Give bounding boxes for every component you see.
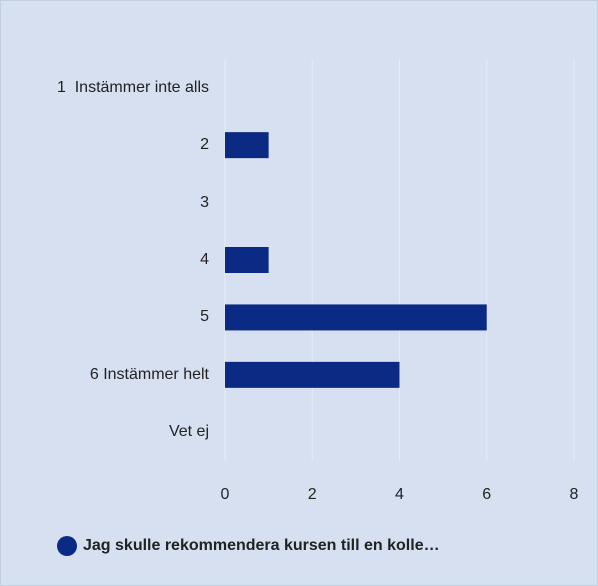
y-tick-label: 2: [200, 136, 209, 154]
bar: [225, 304, 487, 331]
y-tick-label: 6 Instämmer helt: [89, 365, 209, 383]
x-tick-label: 4: [395, 486, 404, 503]
legend-label: Jag skulle rekommendera kursen till en k…: [83, 537, 440, 554]
x-tick-label: 6: [482, 486, 491, 503]
y-tick-label: 3: [200, 193, 209, 211]
legend-marker: [57, 536, 77, 556]
x-tick-label: 0: [221, 486, 230, 503]
y-tick-label: 5: [200, 308, 209, 326]
bar: [225, 247, 269, 273]
bar: [225, 132, 269, 159]
y-tick-label: Vet ej: [168, 423, 209, 441]
bar: [225, 361, 400, 388]
y-tick-label: 4: [200, 251, 209, 268]
x-tick-label: 8: [570, 486, 579, 503]
y-tick-label: 1 Instämmer inte alls: [56, 78, 209, 96]
x-tick-label: 2: [308, 486, 317, 503]
